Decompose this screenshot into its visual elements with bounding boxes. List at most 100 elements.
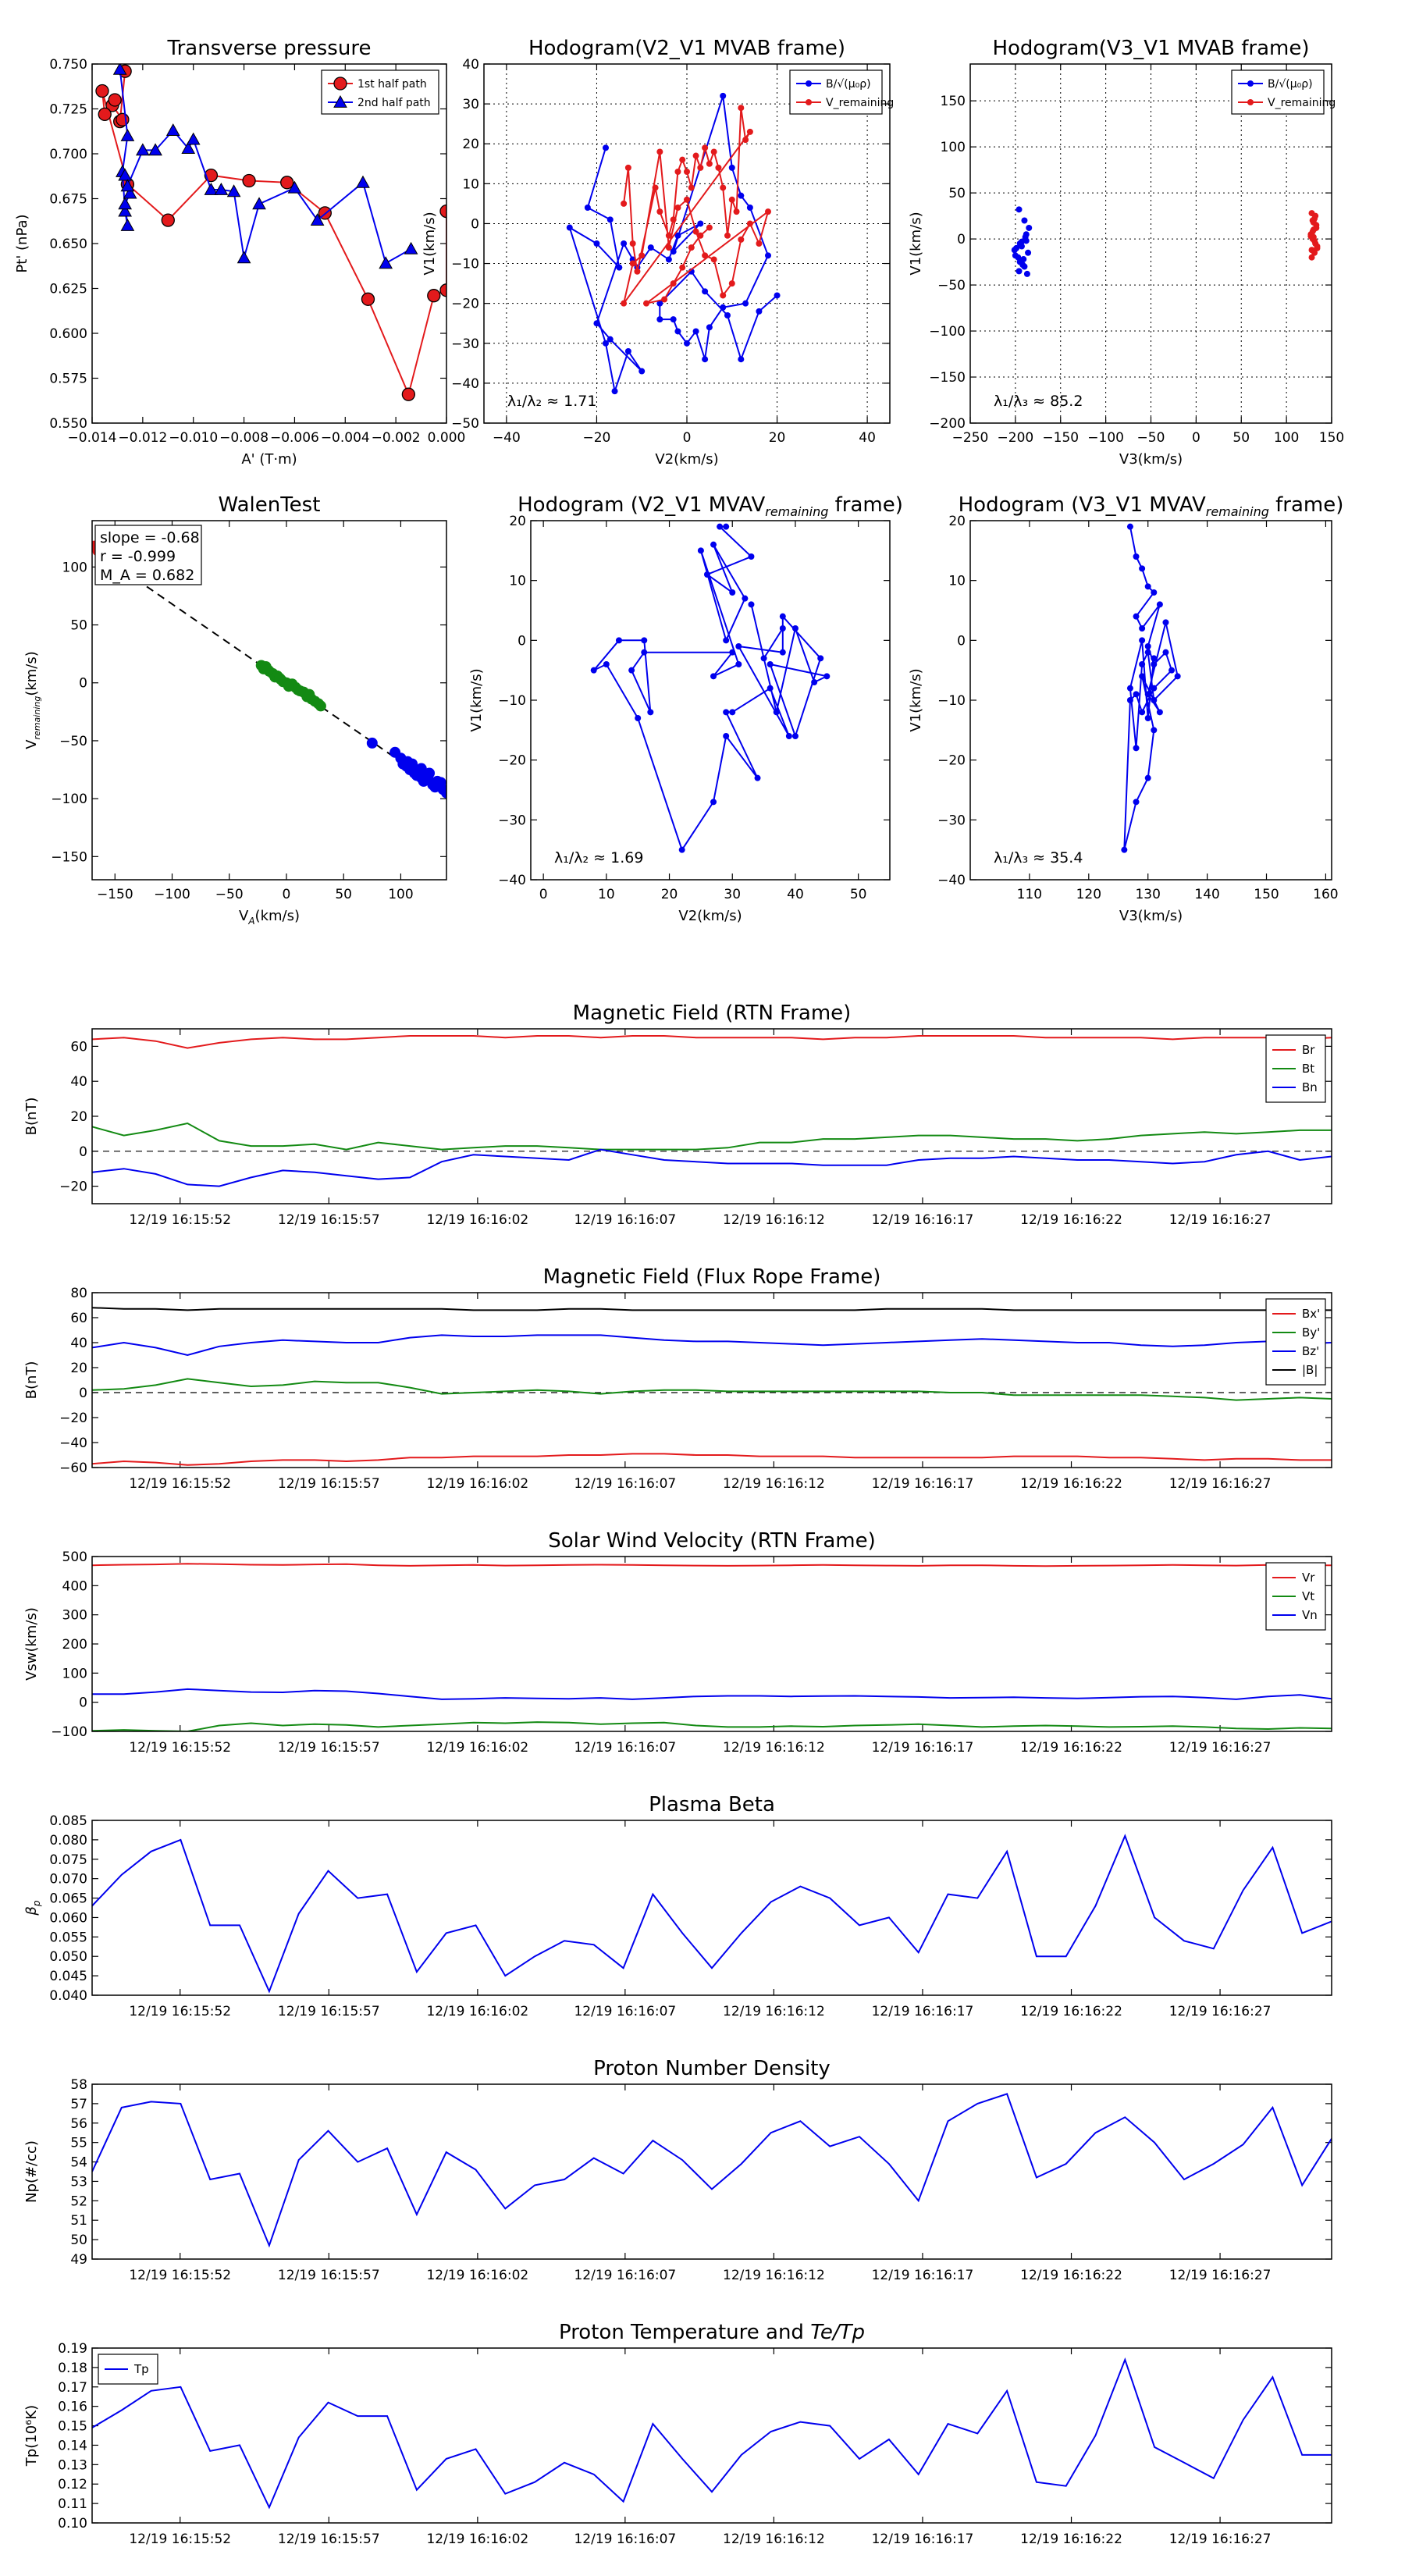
data-point-9 (735, 661, 742, 667)
title-part: frame) (1269, 493, 1344, 517)
y-tick-label: −100 (51, 792, 87, 807)
data-point-35 (720, 292, 727, 299)
x-tick-label: 10 (598, 887, 615, 902)
data-point-14 (702, 144, 709, 151)
axes-frame (969, 63, 1332, 424)
data-point-10 (242, 173, 256, 188)
x-tick-label: 12/19 16:16:22 (1020, 1740, 1122, 1756)
data-point-19 (635, 715, 642, 721)
x-tick-label: 12/19 16:16:02 (426, 2004, 528, 2019)
chart-solar-wind-velocity: Solar Wind Velocity (RTN Frame) 12/19 16:… (23, 1529, 1332, 1756)
x-tick-label: 12/19 16:16:22 (1020, 2268, 1122, 2283)
plot-area (1121, 523, 1181, 853)
x-tick-label: 12/19 16:16:02 (426, 1740, 528, 1756)
data-point-31 (817, 655, 824, 662)
y-tick-label: 10 (462, 176, 479, 192)
series-line-Vn (92, 1688, 1332, 1700)
y-tick-label: 0.700 (49, 147, 87, 162)
x-tick-label: 12/19 16:16:07 (574, 1740, 676, 1756)
data-point-28 (1133, 745, 1140, 752)
data-point-11 (688, 184, 695, 191)
axes-frame (91, 2347, 1332, 2524)
x-tick-label: 12/19 16:16:17 (872, 2532, 974, 2547)
y-tick-label: 57 (70, 2097, 87, 2112)
eigenvalue-ratio-label: λ₁/λ₂ ≈ 1.71 (507, 393, 596, 410)
data-point-32 (1151, 655, 1158, 662)
title-part: Hodogram (V3_V1 MVAV (959, 493, 1206, 517)
data-point-2 (606, 216, 614, 223)
data-point-7 (1156, 601, 1163, 608)
data-point-22 (723, 733, 730, 739)
y-tick-label: 40 (70, 1336, 87, 1351)
stats-text: r = -0.999 (100, 548, 176, 565)
chart-title: Hodogram(V2_V1 MVAB frame) (528, 37, 845, 60)
data-point-16 (665, 256, 672, 263)
data-point-19 (724, 232, 731, 239)
x-tick-label: 40 (787, 887, 804, 902)
data-point-16 (1020, 256, 1027, 263)
y-tick-label: 20 (948, 514, 966, 529)
y-tick-label: 55 (70, 2136, 87, 2151)
legend-label: Bt (1302, 1062, 1314, 1076)
y-tick-label: 51 (70, 2213, 87, 2229)
x-tick-label: 12/19 16:15:57 (278, 2268, 380, 2283)
x-tick-label: 50 (1232, 430, 1250, 446)
data-point-33 (656, 316, 663, 323)
x-tick-label: 20 (661, 887, 678, 902)
x-tick-label: 12/19 16:16:17 (872, 2004, 974, 2019)
chart-hodogram-v2v1-mvav: Hodogram (V2_V1 MVAVremaining frame) 0 10 2… (468, 493, 903, 924)
data-point-42 (661, 296, 668, 303)
chart-hodogram-v3v1-mvav: Hodogram (V3_V1 MVAVremaining frame) 110 1… (908, 493, 1343, 924)
plot-area (92, 1035, 1332, 1187)
x-tick-label: 0 (683, 430, 692, 446)
data-point-15 (1126, 697, 1133, 703)
data-point-8 (1144, 643, 1151, 649)
chart-title: Transverse pressure (167, 37, 372, 60)
series-line-By' (92, 1378, 1332, 1401)
data-point-4 (729, 589, 736, 596)
x-tick-label: −0.004 (321, 430, 370, 446)
data-point-5 (710, 541, 717, 548)
data-point-27 (1139, 661, 1146, 667)
data-point-17 (237, 251, 251, 264)
data-point-2 (1139, 565, 1146, 572)
x-tick-label: 130 (1135, 887, 1160, 902)
data-point-6 (603, 340, 609, 347)
y-tick-label: 20 (70, 1361, 87, 1376)
y-tick-label: 50 (70, 618, 87, 634)
data-point-12 (621, 240, 628, 247)
data-point-11 (280, 176, 294, 190)
data-point-12 (692, 152, 699, 159)
x-tick-label: 12/19 16:16:27 (1169, 1740, 1272, 1756)
legend-label: Br (1302, 1043, 1315, 1057)
y-tick-label: 0.045 (49, 1969, 87, 1984)
x-tick-label: 12/19 16:16:12 (723, 1212, 825, 1228)
y-axis-label: B(nT) (23, 1361, 40, 1400)
legend-label: By' (1302, 1325, 1320, 1340)
x-tick-label: −0.010 (169, 430, 218, 446)
data-point-0 (603, 144, 609, 151)
label-subscript: A (247, 916, 254, 927)
x-tick-label: 0 (283, 887, 291, 902)
y-tick-label: 30 (462, 97, 479, 112)
y-tick-label: 150 (941, 94, 966, 109)
data-point-27 (638, 252, 646, 259)
x-tick-label: 12/19 16:16:07 (574, 2268, 676, 2283)
y-tick-label: 20 (70, 1109, 87, 1125)
axes-frame (91, 520, 447, 881)
data-point-32 (791, 733, 799, 739)
data-point-1 (1247, 99, 1254, 105)
data-point-46 (697, 232, 704, 239)
data-point-27 (785, 733, 792, 739)
data-point-26 (767, 685, 774, 692)
y-tick-label: −30 (937, 813, 966, 828)
data-point-8 (161, 213, 175, 227)
x-tick-label: −20 (582, 430, 610, 446)
data-point-23 (742, 137, 749, 144)
data-point-0 (112, 64, 127, 75)
data-point-31 (684, 196, 690, 203)
chart-hodogram-v2v1-mvab: Hodogram(V2_V1 MVAB frame) −40 −20 0 20 40 −50… (422, 37, 894, 468)
y-tick-label: −40 (498, 873, 526, 888)
data-point-40 (774, 292, 781, 299)
